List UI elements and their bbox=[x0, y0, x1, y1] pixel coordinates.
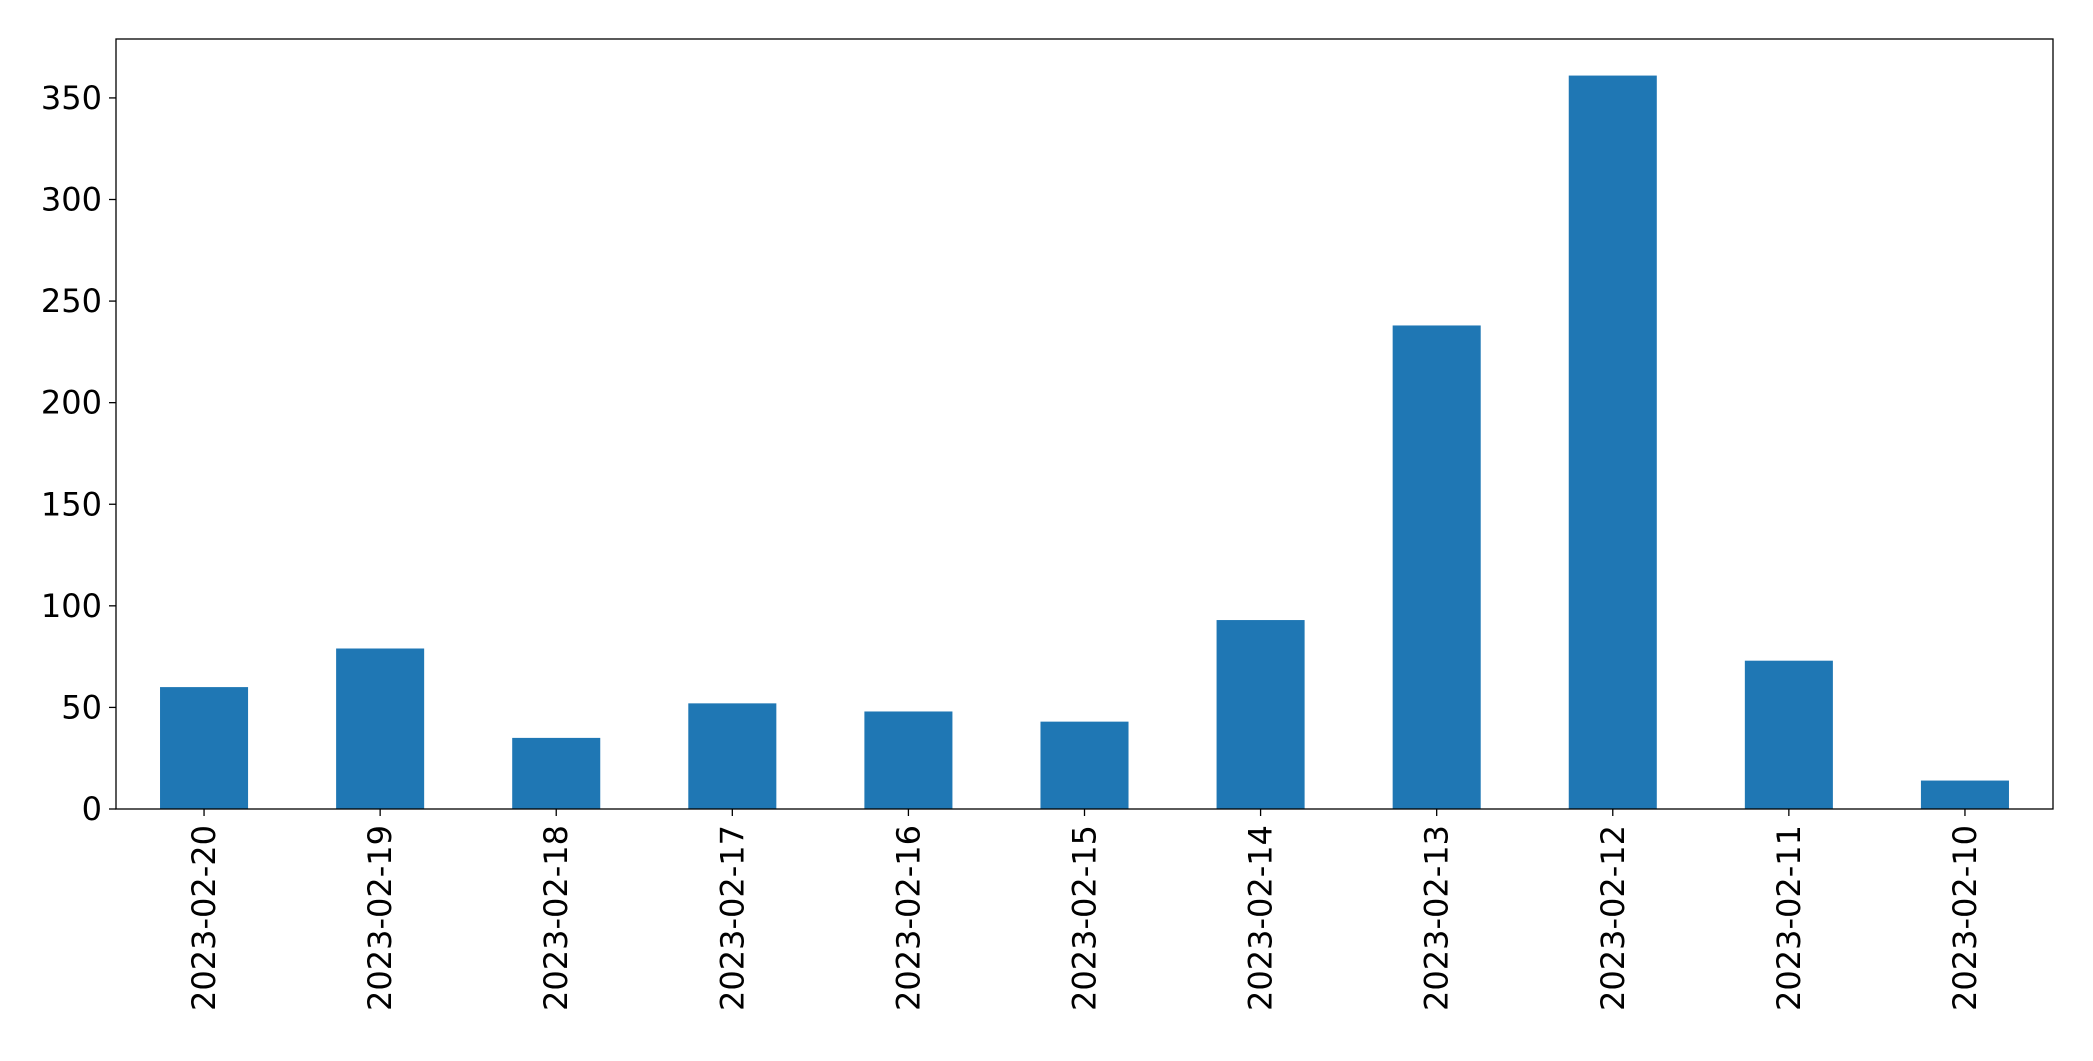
y-tick-label: 250 bbox=[41, 282, 102, 320]
bar bbox=[864, 711, 953, 809]
bar bbox=[1216, 620, 1305, 809]
y-tick-label: 150 bbox=[41, 485, 102, 523]
x-tick-label: 2023-02-14 bbox=[1242, 825, 1280, 1011]
bar bbox=[1920, 780, 2009, 809]
x-tick-label: 2023-02-19 bbox=[361, 825, 399, 1011]
bar bbox=[512, 737, 601, 809]
bar bbox=[160, 687, 249, 809]
bar bbox=[688, 703, 777, 809]
bar bbox=[1040, 721, 1129, 809]
x-tick-label: 2023-02-11 bbox=[1770, 825, 1808, 1011]
bar bbox=[336, 648, 425, 809]
y-tick-label: 100 bbox=[41, 587, 102, 625]
x-tick-label: 2023-02-10 bbox=[1946, 825, 1984, 1011]
bar bbox=[1744, 660, 1833, 809]
y-tick-label: 50 bbox=[61, 688, 102, 726]
x-tick-label: 2023-02-18 bbox=[537, 825, 575, 1011]
bar bbox=[1392, 325, 1481, 809]
bar bbox=[1568, 75, 1657, 809]
x-tick-label: 2023-02-12 bbox=[1594, 825, 1632, 1011]
x-tick-label: 2023-02-16 bbox=[889, 825, 927, 1011]
x-tick-label: 2023-02-20 bbox=[185, 825, 223, 1011]
y-tick-label: 200 bbox=[41, 384, 102, 422]
y-tick-label: 350 bbox=[41, 79, 102, 117]
axes-frame bbox=[115, 38, 2054, 810]
y-tick-label: 0 bbox=[82, 790, 102, 828]
x-tick-label: 2023-02-13 bbox=[1418, 825, 1456, 1011]
x-tick-label: 2023-02-17 bbox=[713, 825, 751, 1011]
y-tick-label: 300 bbox=[41, 181, 102, 219]
x-tick-label: 2023-02-15 bbox=[1066, 825, 1104, 1011]
